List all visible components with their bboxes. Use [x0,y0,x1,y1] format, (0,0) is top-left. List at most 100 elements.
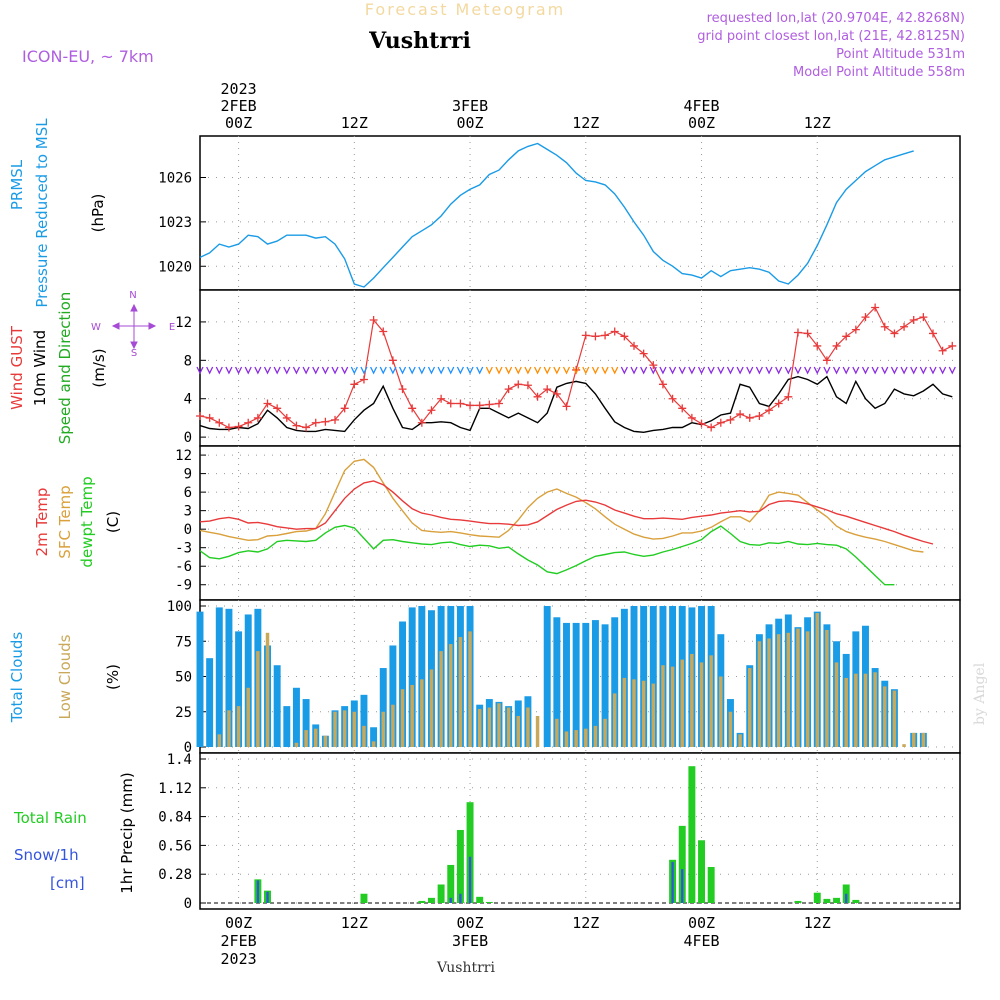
rain-bar [485,901,493,903]
gust-marker [948,341,957,350]
total-cloud-bar [572,622,580,747]
snow-bar [671,861,674,903]
gust-marker [523,381,532,390]
wind-direction-arrow [726,366,735,375]
wind-direction-arrow [746,366,754,375]
gust-marker [292,421,301,430]
wind-direction-arrow [283,366,291,375]
wind-direction-arrow [543,366,551,375]
wind-direction-arrow [813,366,821,375]
gust-marker [234,422,243,431]
snow-bar [845,893,848,903]
total-cloud-bar [206,658,214,747]
rain-bar [707,867,715,903]
wind-direction-arrow [601,366,609,375]
rain-bar [447,864,455,903]
time-label-top: 3FEB [452,97,488,115]
wind-direction-arrow [591,366,600,375]
low-cloud-bar [265,632,270,747]
y-tick-label: -9 [175,578,192,594]
gust-marker [446,399,455,408]
y-tick-label: 4 [184,392,192,408]
time-label-bottom: 3FEB [452,932,488,950]
wind-direction-arrow [630,366,638,375]
total-cloud-bar [582,622,590,747]
requested-point: requested lon,lat (20.9704E, 42.8268N) [707,11,965,26]
panel-labels: PRMSL Pressure Reduced to MSL (hPa) Wind GU… [8,118,175,894]
low-cloud-bar [593,725,598,747]
gust-marker [793,328,802,337]
total-cloud-bar [225,608,233,747]
rain-bar [852,899,860,903]
compass-n: N [129,290,136,301]
gust-marker [369,316,378,324]
rain-bar [360,893,368,903]
low-cloud-bar [506,707,511,747]
low-cloud-bar [873,672,877,747]
low-cloud-bar [883,686,887,747]
wind-direction-arrow [678,366,686,375]
low-cloud-bar [256,651,260,747]
time-label-bottom: 12Z [341,914,368,932]
wind10-line [199,375,953,434]
station-title: Vushtrri [368,28,471,54]
gust-marker [620,332,629,341]
gust-marker [244,418,253,427]
rain-bar [466,802,474,903]
low-cloud-bar [420,679,424,747]
low-cloud-bar [342,710,347,747]
gust-marker [736,410,745,419]
y-tick-label: 0 [184,430,192,446]
wind-direction-arrow [244,366,252,375]
panels: 1020 1023 1026 0 4 8 12 -9 -6 -3 0 3 6 9 12 0 25 50 75 100 0… [158,135,961,912]
low-cloud-bar [728,711,733,747]
rain-bar [698,840,705,903]
y-tick-label: 0 [184,522,192,538]
low-cloud-bar [294,742,299,747]
y-tick-label: 0 [184,740,192,756]
total-cloud-bar [611,617,619,747]
low-cloud-bar [786,632,791,747]
snow-bar [449,897,452,903]
gust-marker [678,404,687,413]
low-cloud-bar [352,711,357,747]
time-label-bottom: 00Z [688,914,715,932]
gust-marker [755,412,764,420]
gust-marker [900,322,909,331]
gust-marker [687,413,696,422]
gust-marker [224,423,233,432]
time-label-top: 4FEB [683,97,719,115]
low-cloud-bar [227,710,231,747]
wind-direction-arrow [398,366,407,375]
pressure-line [199,142,914,288]
gust-marker [350,380,359,389]
wind-direction-arrow [871,366,879,375]
rain-bar [823,898,831,903]
product-title: Forecast Meteogram [365,0,565,19]
gust-marker [514,380,523,389]
low-cloud-bar [362,725,366,747]
rain-bar [428,897,435,903]
rain-bar [794,900,802,903]
gust-marker [398,385,407,394]
total-cloud-bar [553,617,561,747]
low-cloud-bar [699,662,704,747]
low-cloud-bar [651,683,656,747]
wind-direction-arrow [881,366,889,375]
total-cloud-label: Total Clouds [8,632,26,724]
snow-bar [468,856,472,903]
low-cloud-bar [854,673,858,747]
total-cloud-bar [235,631,243,747]
low-cloud-bar [371,741,376,747]
gust-marker [427,406,436,415]
wind-direction-arrow [842,366,850,375]
wind-direction-arrow [206,366,214,375]
wind-direction-arrow [697,366,706,375]
wind-direction-arrow [321,366,329,375]
gust-marker [813,341,822,350]
panel-frame [199,445,961,601]
gust-marker [196,412,204,420]
gust-marker [379,327,388,336]
y-tick-label: 75 [175,634,192,650]
